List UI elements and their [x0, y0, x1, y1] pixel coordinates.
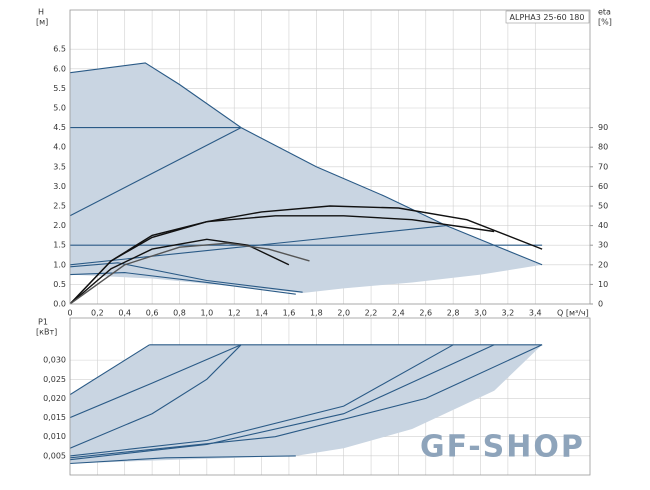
- y2-tick-label: 50: [598, 202, 608, 211]
- y-tick-label: 1.0: [53, 260, 66, 269]
- y-axis-label: H: [38, 8, 44, 17]
- y2-tick-label: 10: [598, 280, 608, 289]
- y-tick-label: 0,025: [43, 375, 66, 384]
- plot-frame: [69, 9, 591, 305]
- curve: [70, 344, 242, 449]
- y2-axis-label: eta: [598, 8, 611, 17]
- curve: [70, 344, 543, 459]
- x-tick-label: 3,0: [474, 309, 487, 318]
- y-tick-label: 0,010: [43, 432, 66, 441]
- y-tick-label: 3.0: [53, 182, 66, 191]
- y-tick-label: 1.5: [53, 241, 66, 250]
- y2-tick-label: 0: [598, 300, 603, 309]
- curve: [70, 62, 543, 266]
- curve: [70, 344, 150, 396]
- x-tick-label: 2,8: [447, 309, 460, 318]
- y-tick-label: 5.0: [53, 104, 66, 113]
- curve: [70, 127, 242, 217]
- curve: [70, 344, 242, 419]
- y2-tick-label: 60: [598, 182, 608, 191]
- x-axis-label: Q [м³/ч]: [557, 309, 589, 318]
- x-tick-label: 1,4: [255, 309, 268, 318]
- curve: [70, 272, 296, 295]
- y2-axis-label: [%]: [598, 18, 612, 27]
- curve: [70, 344, 454, 457]
- chart-title: ALPHA3 25-60 180: [510, 13, 585, 22]
- y2-tick-label: 20: [598, 260, 608, 269]
- y-tick-label: 6.5: [53, 45, 66, 54]
- curve: [70, 344, 495, 461]
- y-tick-label: 5.5: [53, 84, 66, 93]
- y2-tick-label: 70: [598, 162, 608, 171]
- x-tick-label: 0,2: [91, 309, 104, 318]
- y-tick-label: 2.5: [53, 202, 66, 211]
- x-tick-label: 1,0: [200, 309, 213, 318]
- x-tick-label: 0: [67, 309, 72, 318]
- x-tick-label: 3,2: [502, 309, 515, 318]
- y-tick-label: 0,005: [43, 451, 66, 460]
- x-tick-label: 0,6: [146, 309, 159, 318]
- y2-tick-label: 80: [598, 143, 608, 152]
- x-tick-label: 2,2: [365, 309, 378, 318]
- efficiency-curve: [70, 242, 310, 304]
- plot-frame: [69, 317, 591, 476]
- x-tick-label: 0,4: [118, 309, 131, 318]
- y2-tick-label: 30: [598, 241, 608, 250]
- y-tick-label: 0,015: [43, 413, 66, 422]
- watermark: GF-SHOP: [420, 430, 585, 465]
- operating-area: [70, 62, 543, 294]
- y-tick-label: 0,020: [43, 394, 66, 403]
- x-tick-label: 2,4: [392, 309, 405, 318]
- y-axis-label: [м]: [36, 18, 48, 27]
- operating-area: [70, 344, 543, 464]
- y-axis-label: [кВт]: [36, 328, 57, 337]
- x-tick-label: 2,0: [337, 309, 350, 318]
- y2-tick-label: 90: [598, 123, 608, 132]
- x-tick-label: 0,8: [173, 309, 186, 318]
- y-tick-label: 4.0: [53, 143, 66, 152]
- y-tick-label: 4.5: [53, 123, 66, 132]
- x-tick-label: 1,2: [228, 309, 241, 318]
- curve: [70, 455, 296, 465]
- x-tick-label: 1,6: [283, 309, 296, 318]
- y-tick-label: 3.5: [53, 162, 66, 171]
- efficiency-curve: [70, 215, 495, 304]
- y-axis-label: P1: [38, 318, 48, 327]
- title-box: [505, 10, 590, 24]
- y-tick-label: 6.0: [53, 64, 66, 73]
- y-tick-label: 0.5: [53, 280, 66, 289]
- curve: [70, 262, 303, 293]
- y-tick-label: 2.0: [53, 221, 66, 230]
- y-tick-label: 0.0: [53, 300, 66, 309]
- y2-tick-label: 40: [598, 221, 608, 230]
- efficiency-curve: [70, 238, 290, 304]
- y-tick-label: 0,030: [43, 356, 66, 365]
- x-tick-label: 2,6: [419, 309, 432, 318]
- x-tick-label: 3,4: [529, 309, 542, 318]
- x-tick-label: 1,8: [310, 309, 323, 318]
